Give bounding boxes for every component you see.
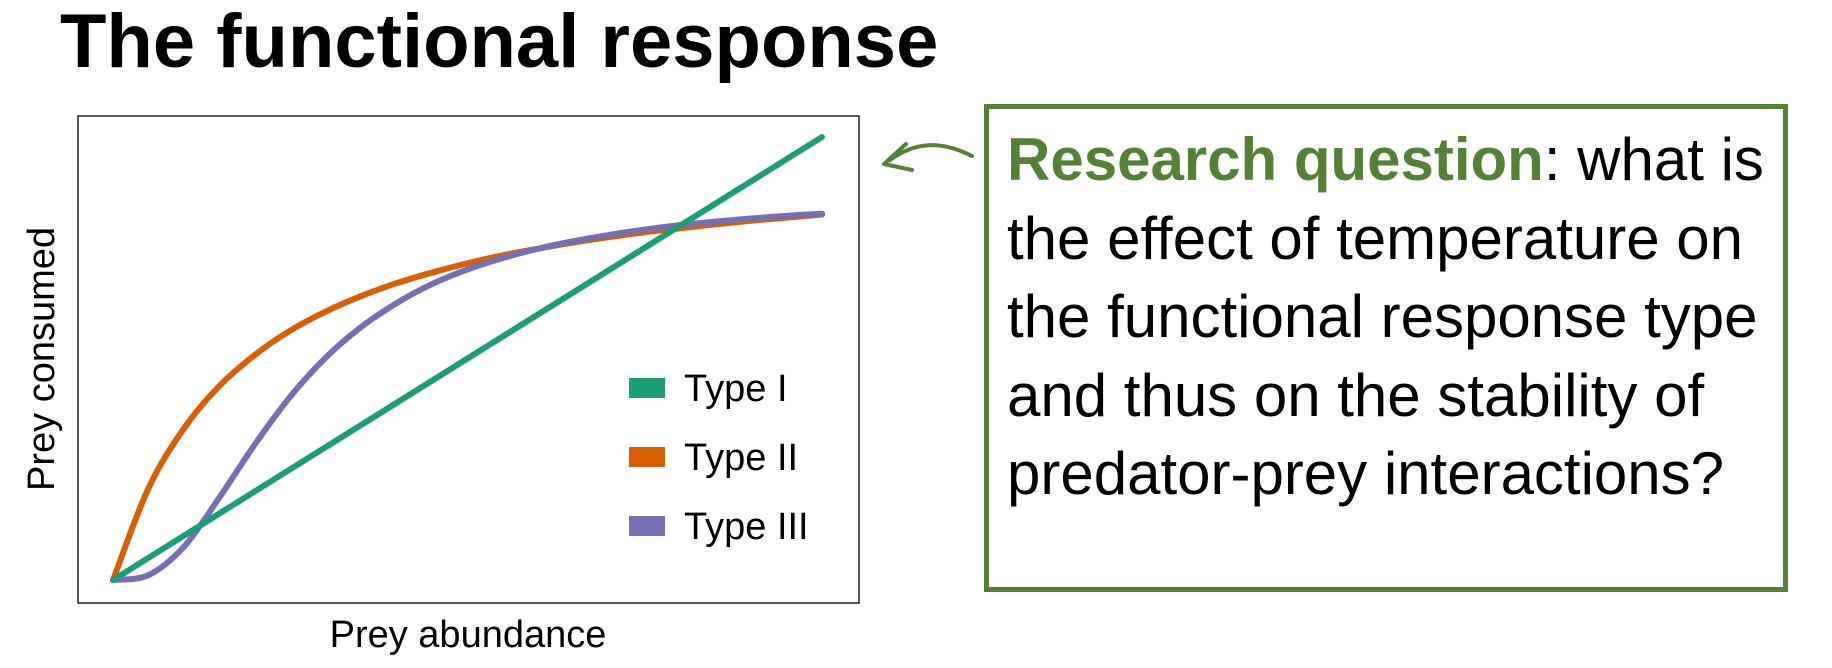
series-layer	[110, 134, 825, 583]
slide-title: The functional response	[60, 0, 939, 84]
legend: Type I Type II Type III	[629, 368, 809, 548]
functional-response-chart: Type I Type II Type III Prey abundance Pre…	[21, 115, 860, 656]
series-line-type-iii	[110, 210, 825, 583]
research-question-box: Research question: what is the effect of…	[984, 104, 1788, 592]
legend-swatch-type-ii	[629, 447, 665, 467]
plot-frame	[77, 115, 860, 604]
legend-swatch-type-iii	[629, 516, 665, 536]
legend-label-type-i: Type I	[684, 368, 788, 410]
legend-label-type-iii: Type III	[684, 506, 809, 548]
legend-swatch-type-i	[629, 378, 665, 398]
y-axis-label: Prey consumed	[21, 227, 63, 491]
x-axis-label: Prey abundance	[330, 614, 607, 656]
series-line-type-i	[110, 134, 825, 583]
legend-label-type-ii: Type II	[684, 437, 798, 479]
research-question-label: Research question	[1007, 126, 1544, 193]
curved-arrow-icon	[882, 142, 974, 172]
research-question-text: : what is the effect of temperature on t…	[1007, 126, 1764, 507]
